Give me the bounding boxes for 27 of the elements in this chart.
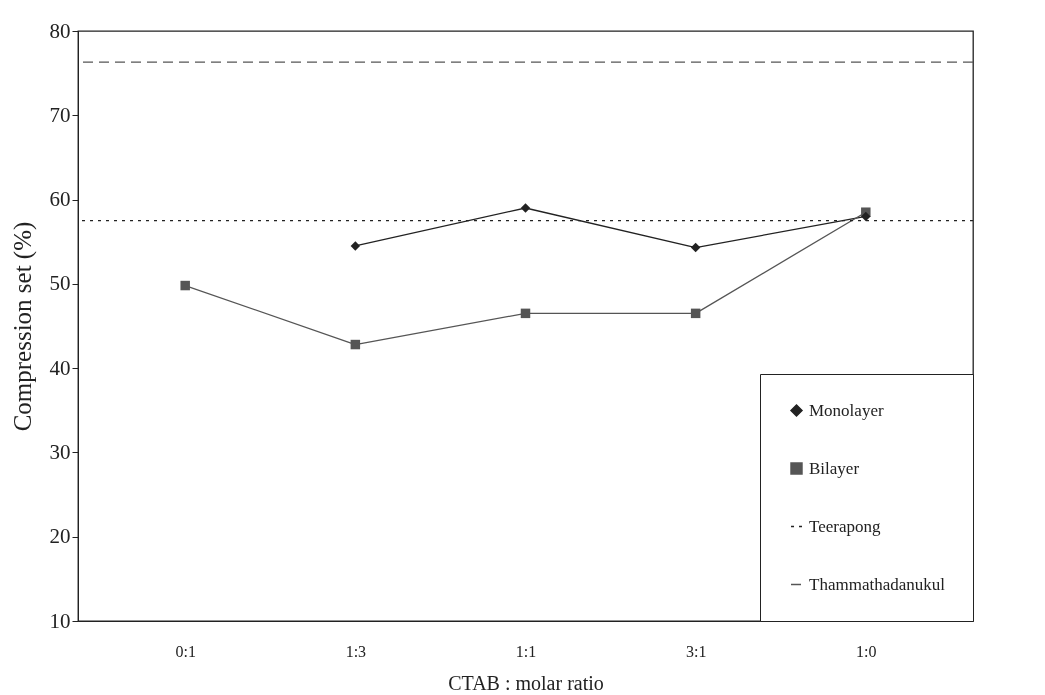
x-tick-label: 1:0 [856,642,877,660]
x-axis-title: CTAB : molar ratio [448,671,604,694]
x-tick-label: 1:3 [345,642,367,660]
point [690,242,701,253]
point [350,241,361,251]
point [690,308,701,319]
x-tick-label: 0:1 [175,642,196,660]
point [861,211,871,222]
y-tick-label: 10 [49,608,71,633]
y-tick-label: 20 [49,524,71,549]
y-tick-label: 80 [49,18,71,43]
y-tick-label: 30 [49,439,71,464]
legend-label: Teerapong [809,516,881,536]
y-tick-label: 40 [49,355,71,380]
legend-label: Monolayer [809,400,884,420]
point [520,203,531,213]
point [520,308,531,319]
x-tick-label: 1:1 [515,642,537,660]
y-axis-title: Compression set (%) [8,221,37,432]
point [180,280,190,291]
x-tick-label: 3:1 [685,642,707,660]
y-tick-label: 50 [49,271,71,296]
y-tick-label: 70 [49,102,71,127]
point [350,339,361,350]
y-tick-label: 60 [49,187,71,212]
legend-label: Thammathadanukul [809,574,946,594]
legend-label: Bilayer [809,458,860,478]
